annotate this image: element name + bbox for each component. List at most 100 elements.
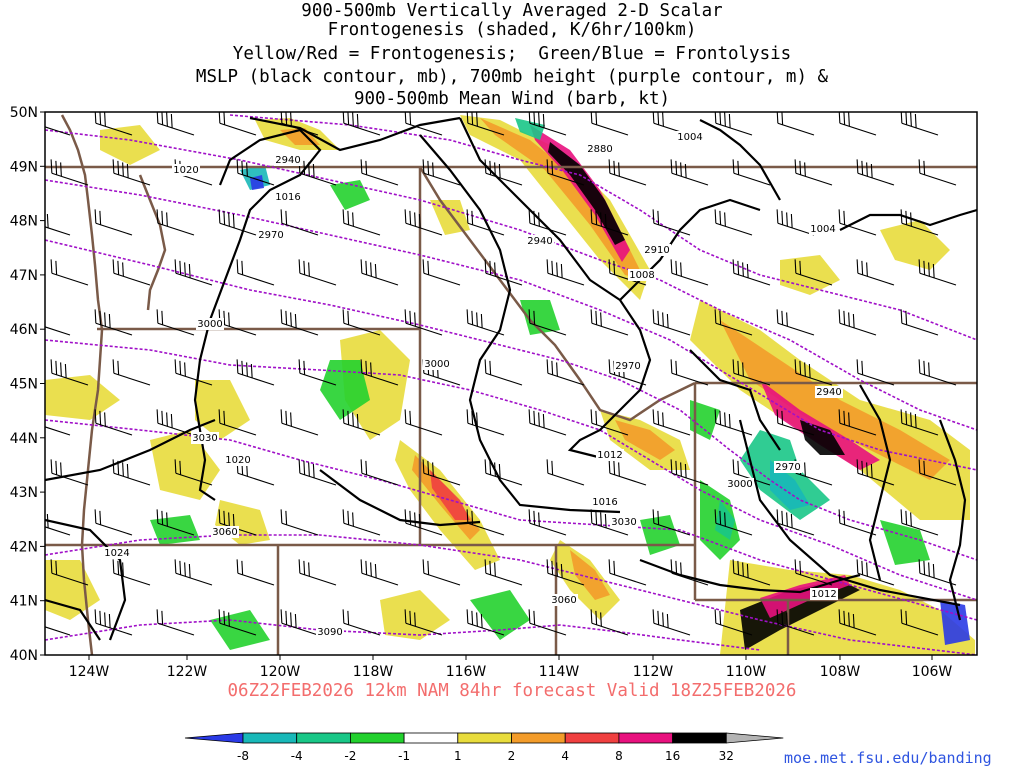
shading-patch — [100, 125, 160, 165]
wind-barb — [342, 209, 381, 236]
height-label-bg — [526, 235, 554, 247]
height-label: 2970 — [615, 361, 640, 372]
wind-barb — [50, 459, 89, 486]
mslp-label: 1016 — [592, 497, 617, 508]
colorbar-label: -4 — [291, 749, 303, 763]
height-label-bg — [586, 143, 614, 155]
height-label-bg — [191, 432, 219, 444]
height-label-bg — [614, 360, 642, 372]
wind-barb — [590, 112, 629, 136]
wind-barb — [528, 509, 567, 536]
wind-barb — [900, 409, 939, 436]
lon-label: 110W — [726, 664, 767, 680]
height-label: 2880 — [587, 144, 612, 155]
wind-barb — [218, 209, 257, 236]
wind-barb — [50, 259, 89, 286]
wind-barb — [776, 509, 815, 536]
mslp-label-bg — [274, 191, 302, 203]
mslp-label-bg — [596, 449, 624, 461]
mslp-label-bg — [172, 164, 200, 176]
colorbar-label: 8 — [615, 749, 623, 763]
idaho-montana-border — [418, 166, 696, 422]
shading-patch — [45, 375, 120, 420]
wind-barb — [590, 609, 629, 636]
mslp-label-bg — [676, 131, 704, 143]
wind-barb — [838, 209, 877, 236]
wind-barb — [776, 409, 815, 436]
wind-barb — [50, 159, 89, 186]
height-label: 2970 — [258, 230, 283, 241]
wind-barb — [918, 459, 957, 486]
lat-label: 46N — [10, 322, 38, 338]
wind-barb — [45, 213, 71, 236]
wind-barb — [918, 559, 957, 586]
title-line-4: MSLP (black contour, mb), 700mb height (… — [195, 67, 829, 87]
wind-barb — [546, 359, 585, 386]
wind-barb — [466, 209, 505, 236]
lat-label: 48N — [10, 214, 38, 230]
wind-barb — [776, 609, 815, 636]
wind-barb — [404, 112, 443, 136]
wind-barb — [280, 609, 319, 636]
wind-barb — [856, 359, 895, 386]
wind-barb — [466, 409, 505, 436]
wind-barb — [900, 309, 939, 336]
wind-barb — [280, 309, 319, 336]
lon-label: 108W — [820, 664, 861, 680]
height-contour — [45, 619, 761, 651]
wind-barb — [856, 159, 895, 186]
colorbar-label: -8 — [237, 749, 249, 763]
wind-barb — [360, 159, 399, 186]
wind-barb — [280, 409, 319, 436]
mslp-label-bg — [103, 547, 131, 559]
height-label-bg — [211, 526, 239, 538]
wind-barb — [156, 309, 195, 336]
mslp-contours — [45, 116, 977, 641]
wind-barb — [794, 559, 833, 586]
wind-barb — [236, 259, 275, 286]
shading-patch — [480, 118, 645, 280]
colorbar-label: 1 — [454, 749, 462, 763]
mslp-contour — [45, 418, 216, 482]
colorbar-segment — [725, 732, 784, 744]
colorbar-label: -2 — [344, 749, 356, 763]
mslp-contour — [319, 469, 481, 527]
wind-barb — [670, 459, 709, 486]
puget-sound — [138, 174, 167, 311]
shading-patch — [45, 560, 100, 620]
colorbar-segment — [403, 732, 459, 744]
mslp-contour — [859, 384, 892, 581]
lat-label: 44N — [10, 431, 38, 447]
lon-label: 122W — [167, 664, 208, 680]
height-label-bg — [726, 478, 754, 490]
credit-url[interactable]: moe.met.fsu.edu/banding — [784, 749, 992, 767]
wind-barb — [218, 112, 257, 136]
wind-barb — [856, 259, 895, 286]
wind-barb — [174, 559, 213, 586]
wind-barb — [422, 559, 461, 586]
colorbar-segment — [184, 732, 244, 744]
wind-barb — [776, 209, 815, 236]
mslp-label: 1016 — [275, 192, 300, 203]
wind-barb — [404, 509, 443, 536]
wind-barb — [546, 559, 585, 586]
mslp-contour — [839, 208, 977, 231]
height-label-bg — [550, 594, 578, 606]
wind-barb — [838, 309, 877, 336]
wind-barb — [838, 609, 877, 636]
height-label: 3060 — [212, 527, 237, 538]
wind-barb — [590, 309, 629, 336]
shading-patch — [520, 300, 560, 335]
wind-barb — [652, 409, 691, 436]
colorbar-label: 32 — [719, 749, 734, 763]
shading-patch — [760, 380, 880, 470]
wind-barb — [174, 259, 213, 286]
wind-barb — [652, 509, 691, 536]
mslp-contour — [738, 419, 961, 607]
wind-barb — [298, 159, 337, 186]
shading-patch — [800, 420, 845, 455]
wind-barb — [342, 509, 381, 536]
lon-label: 114W — [539, 664, 580, 680]
wind-barb — [404, 409, 443, 436]
